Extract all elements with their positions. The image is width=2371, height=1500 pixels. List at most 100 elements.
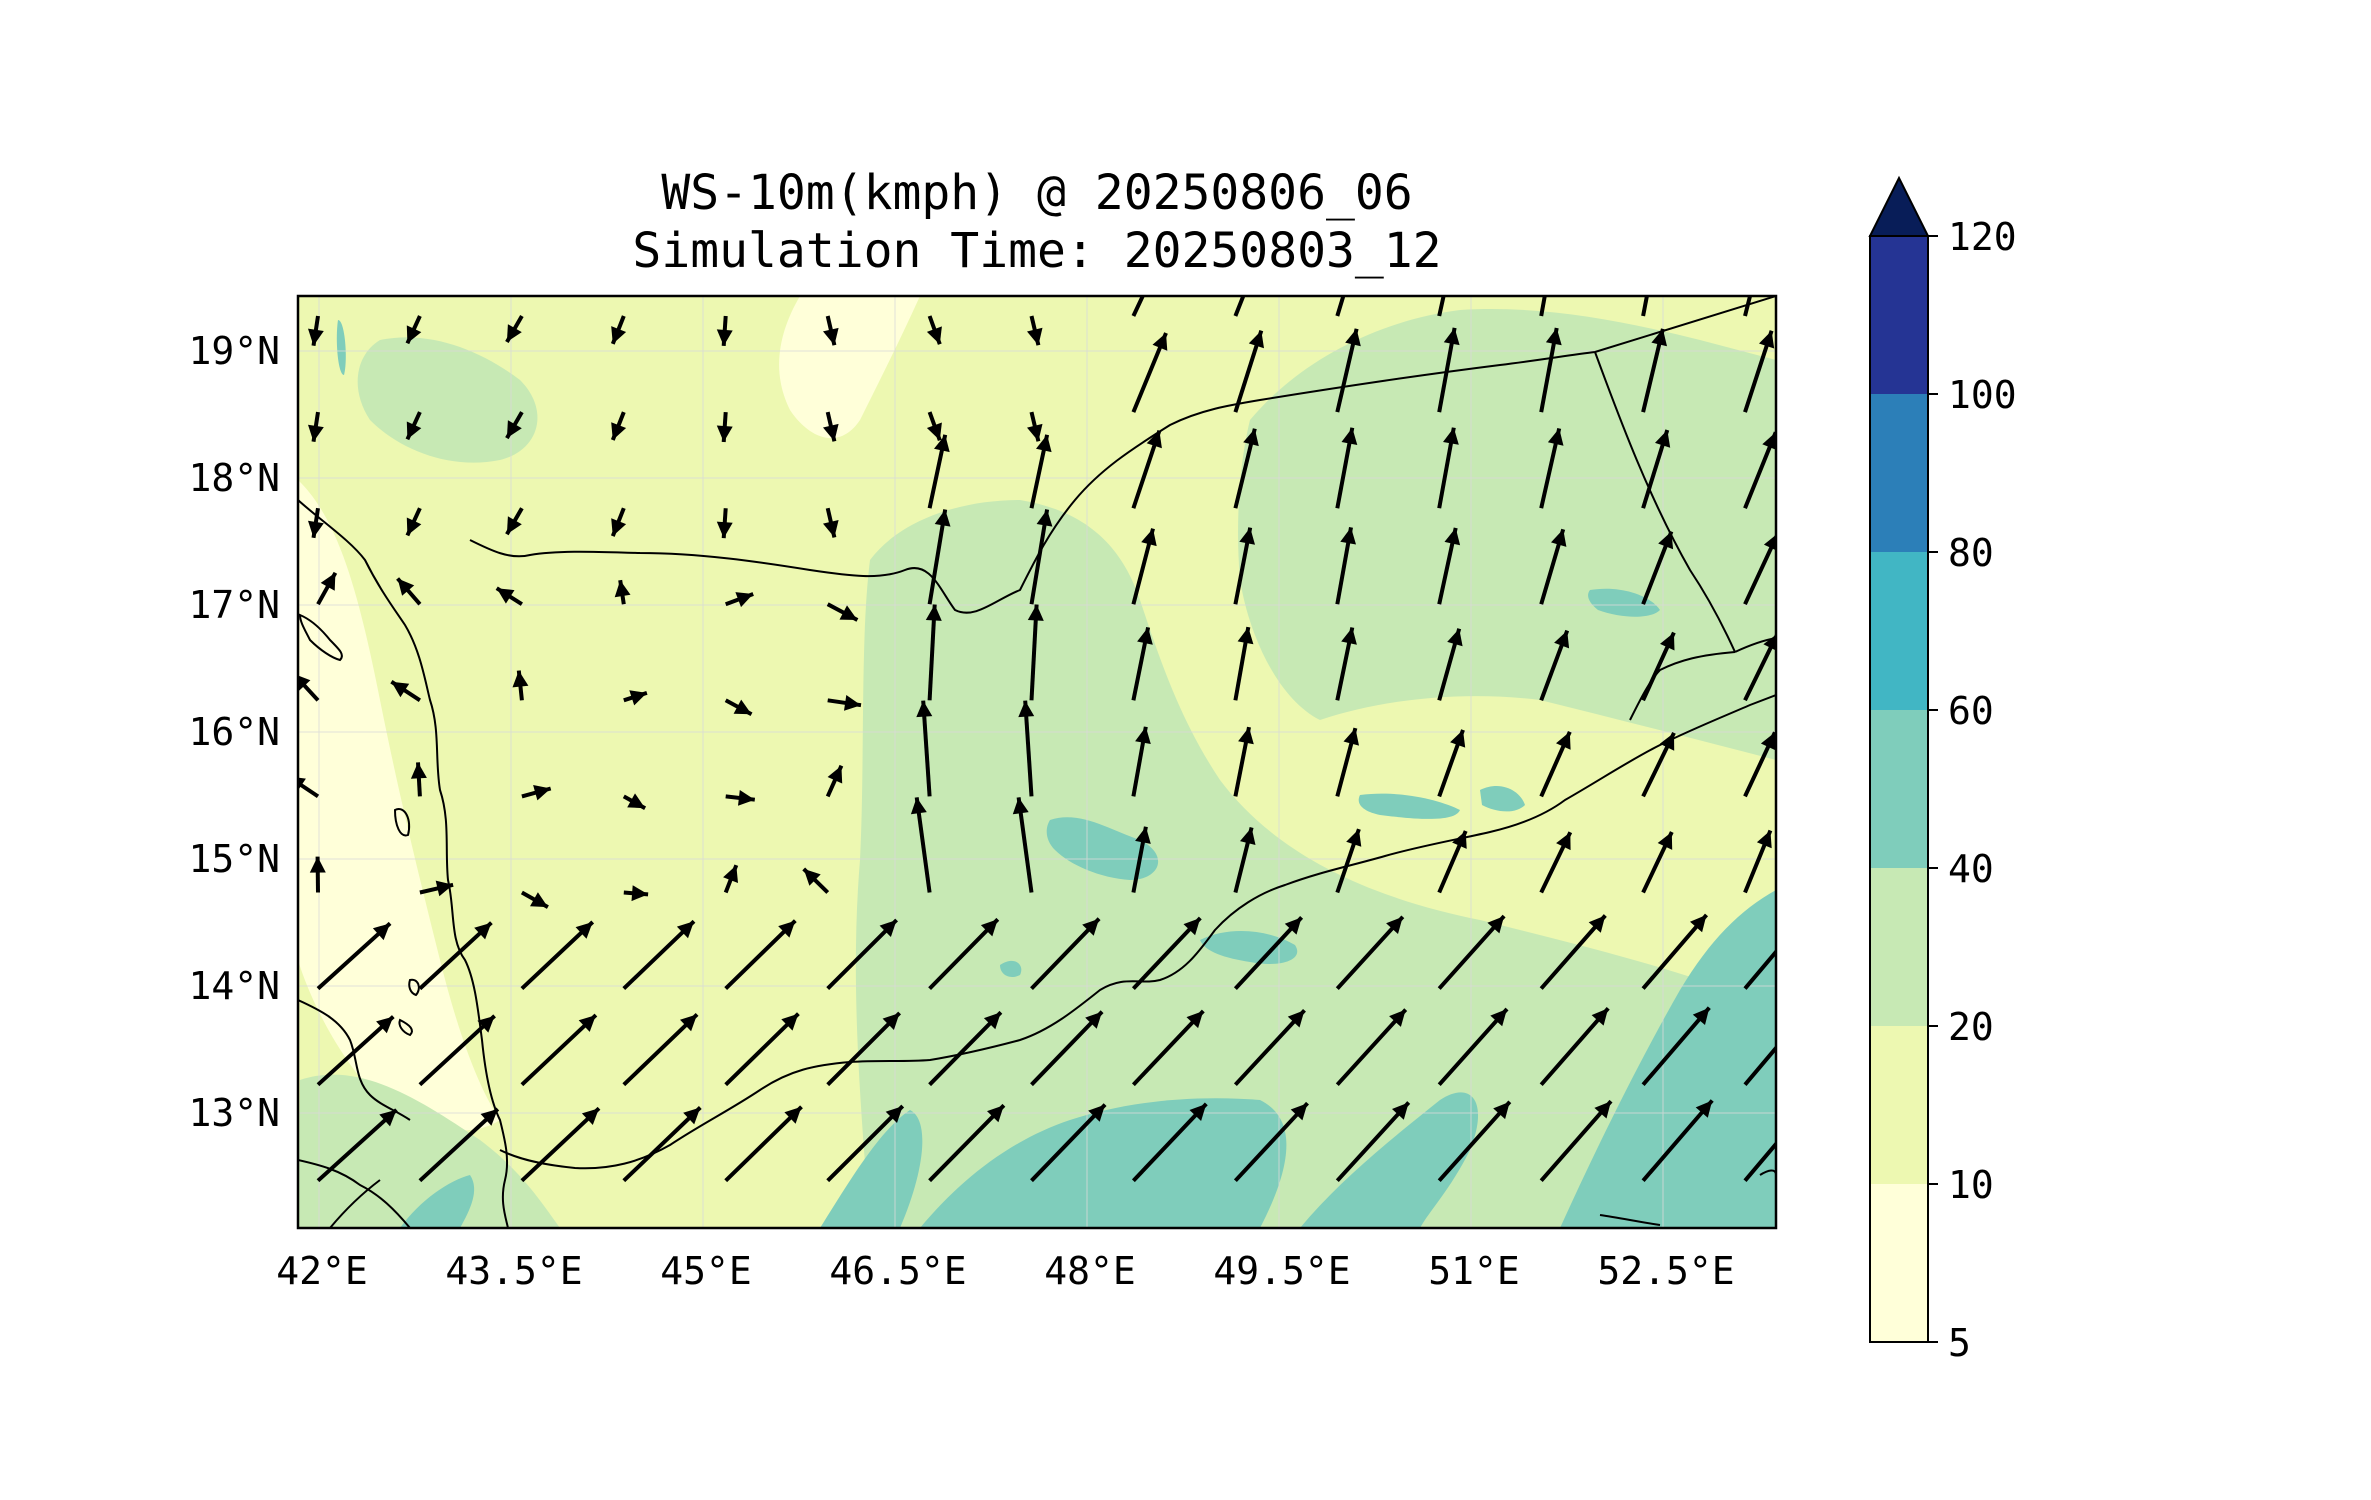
shade-band-40-60-patch1 — [1046, 817, 1159, 880]
wind-vector-head — [778, 920, 796, 938]
yemen-oman-border — [1594, 351, 1736, 653]
wind-vector-head — [1248, 330, 1264, 349]
chart-title: WS-10m(kmph) @ 20250806_06 — [661, 165, 1413, 221]
colorbar-label: 10 — [1948, 1163, 1994, 1207]
wind-vector-head — [1018, 700, 1035, 718]
wind-vector-shaft — [1233, 916, 1304, 990]
wind-vector-head — [1240, 827, 1256, 845]
wind-vector-head — [406, 517, 422, 536]
wind-vector-shaft — [622, 1106, 702, 1183]
wind-vector-shaft — [418, 1014, 496, 1087]
colorbar-frame — [1869, 235, 1929, 1343]
wind-vector-shaft — [1641, 1099, 1714, 1183]
wind-vector-head — [1186, 1011, 1204, 1029]
colorbar-segment-10-20 — [1870, 1026, 1928, 1184]
wind-vector-shaft — [1641, 296, 1649, 317]
wind-vector-head — [1545, 328, 1562, 346]
wind-vector-head — [934, 434, 950, 453]
wind-vector-head — [1152, 333, 1168, 351]
wind-vector-head — [1386, 916, 1403, 934]
wind-vector-head — [298, 777, 306, 791]
wind-vector-head — [885, 1106, 903, 1123]
colorbar-segment-100-120 — [1870, 236, 1928, 394]
lon-tick-label: 45°E — [660, 1249, 752, 1293]
map-panel — [298, 228, 1813, 1228]
wind-vector-head — [934, 509, 951, 527]
wind-vector-shaft — [826, 918, 899, 991]
wind-vector-head — [410, 762, 427, 779]
wind-vector-head — [474, 922, 492, 940]
wind-vector-head — [406, 325, 422, 344]
wind-vector-shaft — [316, 1108, 398, 1183]
shade-band-40-60-patch4 — [1480, 785, 1525, 812]
wind-vector-head — [1141, 528, 1157, 547]
wind-vector-head — [308, 424, 324, 442]
shade-band-40-60-south2 — [920, 1098, 1287, 1228]
wind-vector-head — [506, 420, 522, 439]
wind-vector-shaft — [724, 919, 797, 991]
wind-vector-head — [916, 700, 933, 718]
wind-vector-head — [1027, 423, 1043, 442]
colorbar-segment-5-10 — [1870, 1184, 1928, 1342]
wind-vector-shaft — [1539, 914, 1607, 990]
wind-vector-head — [1239, 527, 1255, 545]
red-sea-coastline — [298, 499, 509, 1228]
lat-tick-label: 15°N — [188, 837, 280, 881]
wind-vector-head — [1651, 328, 1667, 347]
lat-tick-label: 19°N — [188, 329, 280, 373]
colorbar-extend-triangle — [1868, 175, 1930, 237]
wind-vector-head — [784, 1106, 802, 1124]
wind-vector-head — [1755, 230, 1771, 247]
colorbar-segment-80-100 — [1870, 394, 1928, 552]
wind-vector-head — [1450, 729, 1466, 748]
wind-vector-head — [1085, 1011, 1103, 1029]
wind-vector-head — [733, 699, 752, 715]
wind-vector-head — [1690, 914, 1707, 933]
wind-vector-shaft — [622, 919, 696, 991]
wind-vector-shaft — [1029, 604, 1039, 701]
shade-band-40-60-southeast — [1560, 890, 1776, 1228]
wind-vector-head — [309, 856, 326, 873]
wind-vector-head — [611, 326, 627, 344]
wind-vector-head — [1452, 831, 1467, 849]
wind-vector-head — [629, 690, 647, 706]
wind-vector-head — [1238, 727, 1254, 745]
wind-vector-shaft — [826, 1011, 902, 1087]
wind-vector-head — [376, 1016, 394, 1034]
wind-vector-shaft — [1030, 1010, 1104, 1087]
wind-vector-head — [1759, 330, 1775, 349]
colorbar-label: 20 — [1948, 1005, 1994, 1049]
wind-vector-shaft — [298, 780, 320, 799]
wind-vector-head — [1487, 916, 1505, 934]
wind-vector-head — [1660, 632, 1675, 651]
lat-tick-label: 16°N — [188, 710, 280, 754]
wind-vector-head — [1554, 630, 1570, 649]
wind-vector-head — [1546, 228, 1562, 245]
lon-tick-label: 42°E — [276, 1249, 368, 1293]
wind-vector-head — [1237, 627, 1254, 645]
wind-vector-head — [1692, 1007, 1710, 1025]
shade-band-40-60-patch5 — [1588, 588, 1660, 617]
wind-vector-shaft — [1335, 296, 1346, 317]
wind-vector-head — [735, 592, 754, 608]
wind-vector-shaft — [1030, 1103, 1107, 1183]
wind-vector-shaft — [1743, 1140, 1776, 1182]
wind-vector-shaft — [1743, 948, 1776, 990]
wind-vector-head — [1345, 328, 1361, 347]
wind-vector-head — [1594, 1101, 1611, 1119]
wind-vector-shaft — [1131, 296, 1145, 317]
wind-vector-shaft — [724, 1105, 803, 1183]
wind-vector-shaft — [1641, 1006, 1711, 1087]
wind-vector-shaft — [1233, 1101, 1309, 1183]
lon-tick-label: 51°E — [1428, 1249, 1520, 1293]
wind-vector-head — [1547, 428, 1564, 446]
wind-vector-head — [308, 520, 324, 538]
wind-vector-head — [1392, 1102, 1409, 1120]
gridlines — [298, 296, 1776, 1228]
wind-vector-head — [406, 421, 422, 440]
wind-vector-head — [1797, 1100, 1813, 1117]
lon-axis: 42°E 43.5°E 45°E 46.5°E 48°E 49.5°E 51°E… — [276, 1249, 1734, 1293]
wind-vector-head — [676, 921, 694, 939]
map-frame — [296, 294, 1778, 1230]
colorbar-segment-20-40 — [1870, 868, 1928, 1026]
